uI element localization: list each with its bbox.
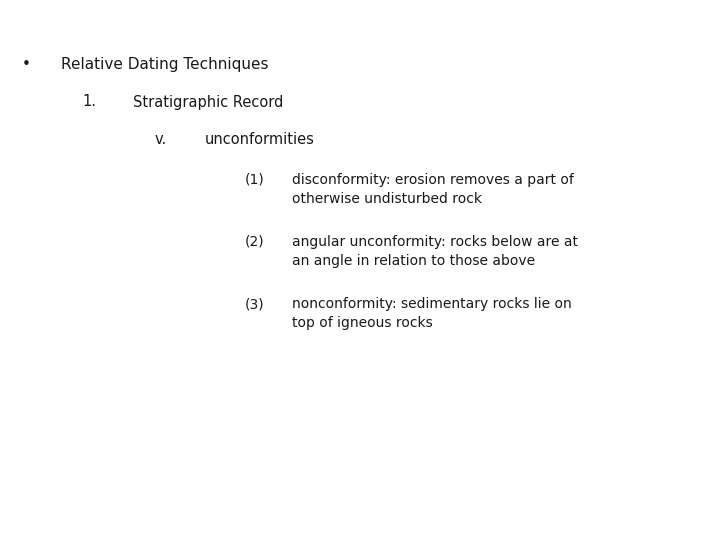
Text: Stratigraphic Record: Stratigraphic Record	[133, 94, 284, 110]
Text: disconformity: erosion removes a part of
otherwise undisturbed rock: disconformity: erosion removes a part of…	[292, 173, 573, 206]
Text: •: •	[22, 57, 30, 72]
Text: nonconformity: sedimentary rocks lie on
top of igneous rocks: nonconformity: sedimentary rocks lie on …	[292, 297, 572, 330]
Text: 1.: 1.	[83, 94, 96, 110]
Text: angular unconformity: rocks below are at
an angle in relation to those above: angular unconformity: rocks below are at…	[292, 235, 577, 268]
Text: unconformities: unconformities	[205, 132, 315, 147]
Text: Relative Dating Techniques: Relative Dating Techniques	[61, 57, 269, 72]
Text: v.: v.	[155, 132, 167, 147]
Text: (2): (2)	[245, 235, 264, 249]
Text: (1): (1)	[245, 173, 264, 187]
Text: (3): (3)	[245, 297, 264, 311]
